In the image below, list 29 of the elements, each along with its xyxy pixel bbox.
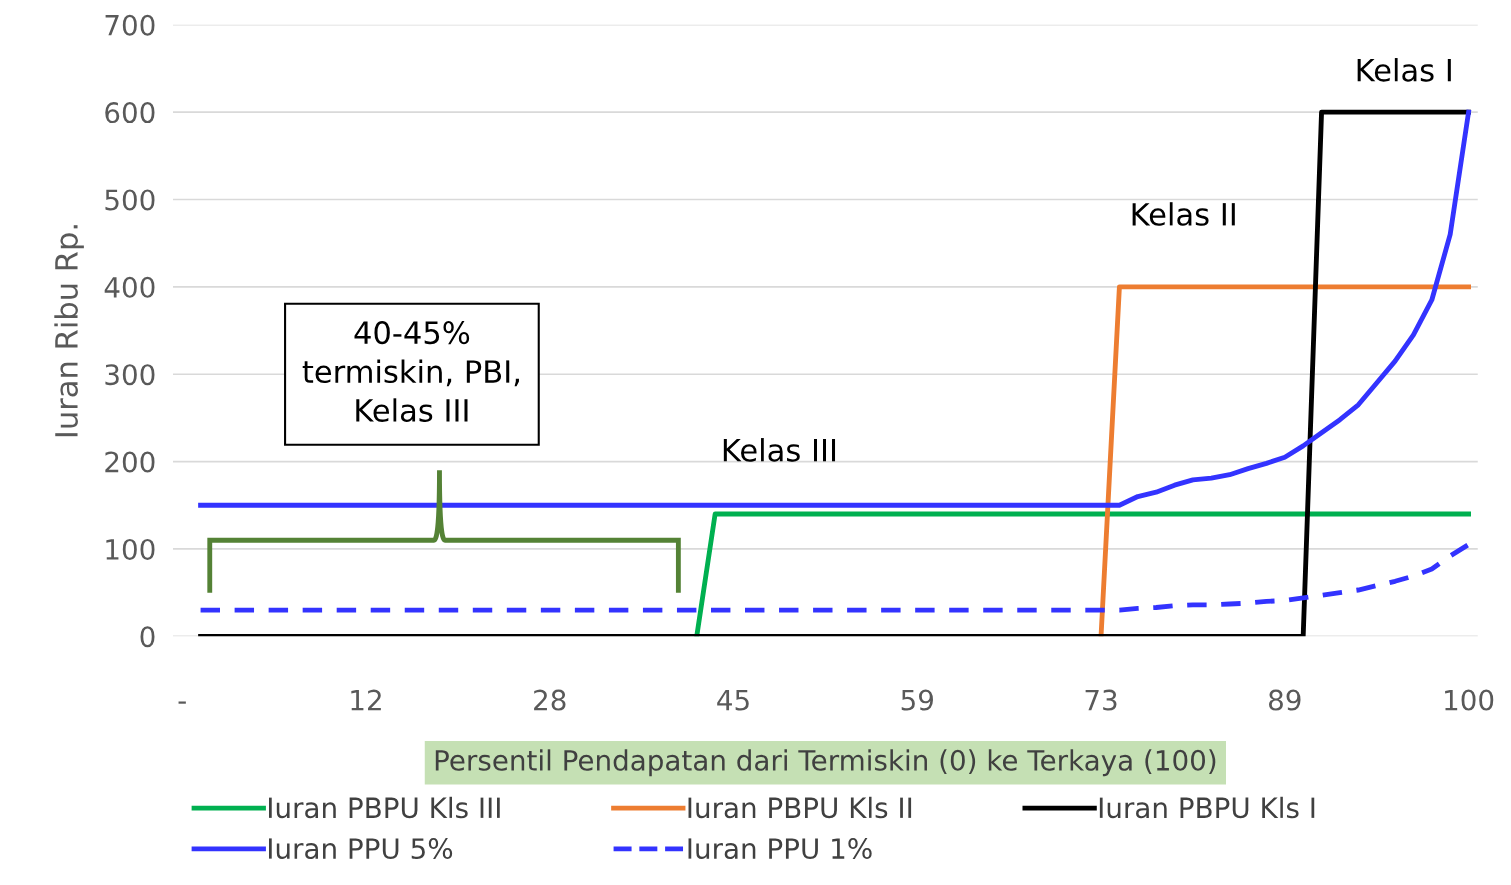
x-tick-label: 12 xyxy=(351,689,381,711)
annotation: Kelas II xyxy=(1132,202,1235,226)
y-tick-label: 200 xyxy=(105,451,155,473)
x-tick-label: 28 xyxy=(534,689,566,711)
x-tick-label: - xyxy=(178,701,186,704)
legend-label: Iuran PBPU Kls III xyxy=(268,796,500,819)
x-axis-title: Persentil Pendapatan dari Termiskin (0) ke Terkaya (100) xyxy=(435,749,1216,777)
legend-label: Iuran PBPU Kls I xyxy=(1099,796,1315,819)
x-tick-label: 100 xyxy=(1445,689,1494,711)
annotation: 40-45% termiskin, PBI, Kelas III xyxy=(302,321,519,422)
x-tick-label: 73 xyxy=(1085,689,1117,711)
y-tick-label: 600 xyxy=(105,102,155,124)
line-series xyxy=(198,109,1471,508)
x-tick-label: 45 xyxy=(717,689,749,711)
line-series xyxy=(198,542,1471,613)
y-tick-label: 100 xyxy=(106,538,155,560)
y-tick-label: 500 xyxy=(105,189,155,211)
legend-label: Iuran PBPU Kls II xyxy=(688,796,912,819)
legend-label: Iuran PPU 1% xyxy=(688,838,872,860)
y-tick-label: 0 xyxy=(140,626,155,648)
x-tick-label: 59 xyxy=(901,689,933,711)
y-tick-label: 400 xyxy=(104,276,155,298)
annotation: Kelas I xyxy=(1357,58,1451,82)
legend-label: Iuran PPU 5% xyxy=(268,838,453,860)
x-tick-label: 89 xyxy=(1269,689,1301,711)
annotation: Kelas III xyxy=(723,438,836,462)
y-tick-label: 300 xyxy=(105,364,155,386)
y-axis-title: Iuran Ribu Rp. xyxy=(54,225,84,437)
y-tick-label: 700 xyxy=(105,14,155,36)
